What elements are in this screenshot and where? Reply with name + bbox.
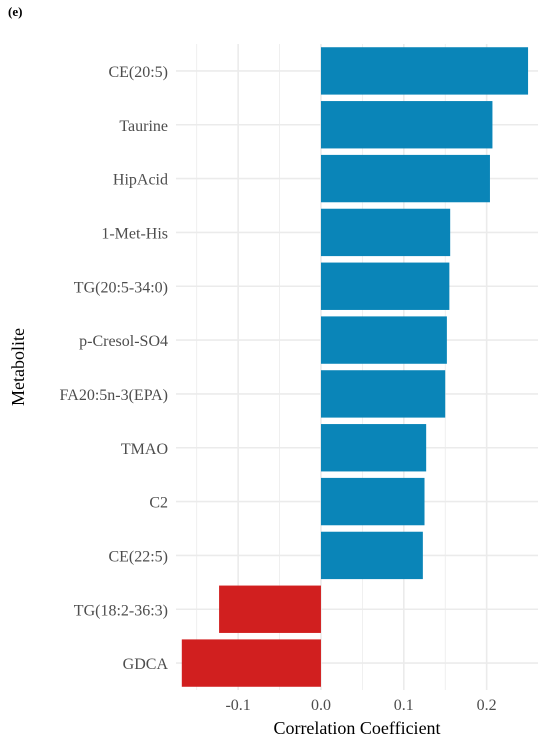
bar [320, 316, 447, 364]
category-label: p-Cresol-SO4 [79, 333, 168, 350]
category-label: GDCA [123, 656, 169, 673]
category-labels: CE(20:5) Taurine HipAcid 1-Met-His TG(20:5-3… [60, 64, 169, 673]
x-tick-labels: -0.1 0.0 0.1 0.2 [225, 697, 496, 714]
category-label: 1-Met-His [101, 225, 168, 242]
bar [219, 585, 321, 633]
category-label: C2 [149, 495, 168, 512]
panel-tag: (e) [8, 4, 23, 19]
bar [181, 639, 321, 687]
category-label: Taurine [119, 118, 168, 135]
category-label: HipAcid [113, 172, 168, 189]
category-label: TG(18:2-36:3) [74, 602, 168, 619]
category-label: TG(20:5-34:0) [74, 279, 168, 296]
category-label: CE(22:5) [108, 548, 168, 565]
bar [320, 262, 450, 310]
bar [320, 531, 423, 580]
x-axis-title: Correlation Coefficient [273, 718, 440, 738]
category-label: CE(20:5) [108, 64, 168, 81]
bar [320, 101, 493, 149]
x-tick-label: -0.1 [225, 697, 250, 714]
x-tick-label: 0.1 [394, 697, 414, 714]
bars-group [181, 47, 529, 687]
bar [320, 424, 427, 472]
y-axis-title: Metabolite [8, 328, 28, 406]
category-label: FA20:5n-3(EPA) [60, 387, 168, 404]
bar [320, 154, 490, 203]
x-tick-label: 0.2 [477, 697, 497, 714]
bar [320, 477, 425, 526]
bar [320, 47, 529, 95]
bar [320, 370, 446, 418]
bar [320, 208, 451, 257]
x-tick-label: 0.0 [311, 697, 331, 714]
category-label: TMAO [121, 441, 168, 458]
